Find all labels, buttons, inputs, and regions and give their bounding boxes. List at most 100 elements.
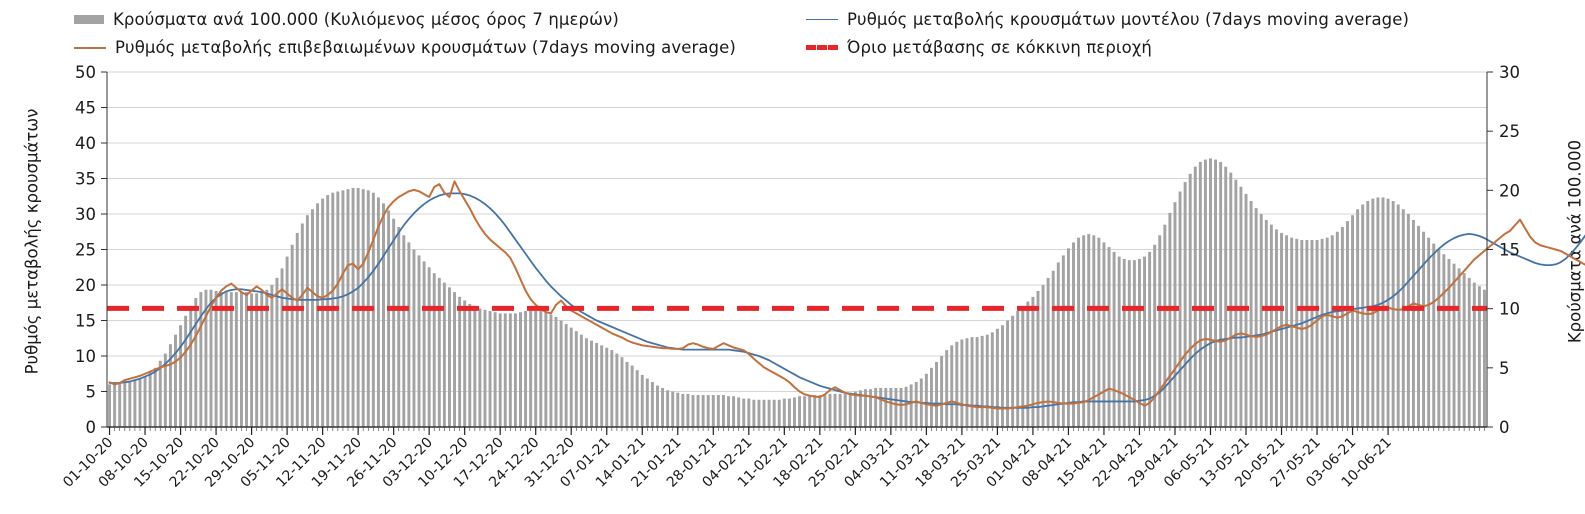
bar xyxy=(808,395,812,427)
legend-item-model[interactable]: Ρυθμός μεταβολής κρουσμάτων μοντέλου (7d… xyxy=(806,10,1409,29)
bar xyxy=(1472,282,1476,427)
y-tick-label-left: 0 xyxy=(86,418,97,437)
bar xyxy=(696,395,700,427)
bar xyxy=(163,353,167,427)
bar xyxy=(1325,237,1329,427)
bar xyxy=(1249,200,1253,427)
bar xyxy=(970,337,974,427)
bar xyxy=(1346,221,1349,427)
bar xyxy=(519,312,522,427)
bar xyxy=(275,277,279,427)
bar xyxy=(1001,325,1004,427)
bar xyxy=(239,292,243,427)
bar xyxy=(813,395,817,427)
bar xyxy=(838,393,842,427)
bar xyxy=(397,227,401,427)
bar xyxy=(407,242,411,427)
bar xyxy=(158,360,162,427)
bar xyxy=(199,292,203,427)
bar xyxy=(1411,219,1415,427)
bar xyxy=(295,232,299,427)
bar xyxy=(458,296,462,427)
bar xyxy=(940,356,944,427)
bar xyxy=(498,313,502,427)
bar xyxy=(133,379,137,427)
legend-item-bars[interactable]: Κρούσματα ανά 100.000 (Κυλιόμενος μέσος … xyxy=(74,10,619,29)
bar xyxy=(503,313,507,427)
bar xyxy=(1127,260,1131,427)
bar xyxy=(645,378,649,427)
bar xyxy=(194,298,198,427)
bar xyxy=(427,267,431,427)
bar xyxy=(676,392,680,427)
bar xyxy=(1376,197,1380,427)
bar xyxy=(493,312,497,427)
bar xyxy=(848,392,852,427)
bar xyxy=(1137,258,1141,427)
bar xyxy=(656,385,659,427)
bar xyxy=(1117,256,1121,427)
bar xyxy=(833,393,837,427)
bar xyxy=(468,303,472,427)
bar xyxy=(478,308,482,427)
bar xyxy=(818,395,822,427)
bar xyxy=(1041,285,1045,427)
legend-item-confirmed[interactable]: Ρυθμός μεταβολής επιβεβαιωμένων κρουσμάτ… xyxy=(74,38,736,57)
bar xyxy=(123,382,127,427)
bar xyxy=(392,218,396,427)
bar xyxy=(174,334,177,427)
bar xyxy=(1442,254,1446,427)
bar xyxy=(1351,215,1355,427)
bar xyxy=(569,327,573,427)
bar xyxy=(1406,214,1410,427)
bar xyxy=(1477,286,1481,427)
bar xyxy=(980,335,984,427)
bar xyxy=(1173,202,1177,427)
bar xyxy=(255,293,259,427)
bar xyxy=(635,370,639,427)
bar xyxy=(1031,296,1035,427)
bar xyxy=(508,313,512,427)
bar xyxy=(1386,198,1390,427)
y-tick-label-right: 20 xyxy=(1499,181,1520,200)
bar xyxy=(803,396,807,427)
bar xyxy=(1203,159,1207,427)
bar xyxy=(574,331,578,427)
y-tick-label-left: 20 xyxy=(75,276,96,295)
legend-label-bars: Κρούσματα ανά 100.000 (Κυλιόμενος μέσος … xyxy=(113,10,619,29)
bar xyxy=(975,337,979,427)
bar xyxy=(402,235,406,427)
bar xyxy=(1290,237,1294,427)
y-tick-label-left: 25 xyxy=(75,241,96,260)
bar xyxy=(513,313,517,427)
bar xyxy=(1209,158,1212,427)
bar xyxy=(422,261,426,427)
bar xyxy=(666,390,670,427)
bar xyxy=(265,289,269,427)
bar xyxy=(1300,240,1304,427)
bar xyxy=(1158,235,1162,427)
bar xyxy=(534,311,538,427)
y-tick-label-right: 10 xyxy=(1499,300,1520,319)
dashed-swatch-red-icon xyxy=(806,45,838,50)
bar xyxy=(488,311,492,427)
bar xyxy=(1447,258,1451,427)
bar xyxy=(874,387,878,427)
bar xyxy=(620,357,624,427)
bar xyxy=(250,293,254,427)
bar xyxy=(1021,306,1025,427)
bar xyxy=(737,397,741,427)
bar xyxy=(1072,242,1075,427)
bar xyxy=(1178,191,1182,427)
bar xyxy=(1264,219,1268,427)
bar xyxy=(113,383,117,427)
bar xyxy=(1219,161,1223,427)
bar xyxy=(447,287,451,427)
bar xyxy=(280,268,284,427)
bar xyxy=(1016,311,1020,427)
legend-item-threshold[interactable]: Όριο μετάβασης σε κόκκινη περιοχή xyxy=(806,38,1152,57)
bar xyxy=(691,395,695,427)
bar xyxy=(960,339,964,427)
bar xyxy=(376,197,380,427)
